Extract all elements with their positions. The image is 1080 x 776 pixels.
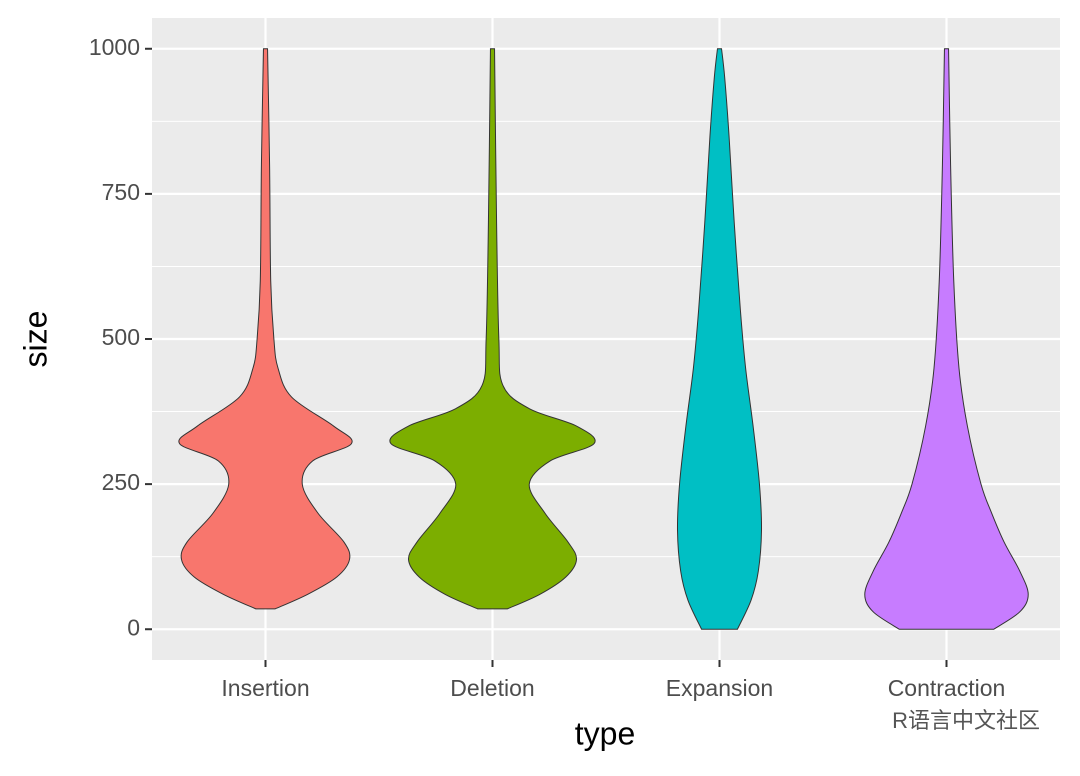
- y-tick-label: 1000: [89, 34, 140, 60]
- y-axis-title: size: [17, 311, 53, 368]
- violin: [178, 48, 353, 610]
- x-tick-label: Insertion: [221, 675, 309, 701]
- y-tick-label: 500: [102, 324, 140, 350]
- x-tick-label: Contraction: [888, 675, 1006, 701]
- violin: [864, 48, 1029, 630]
- violin: [389, 48, 596, 610]
- y-tick-label: 250: [102, 469, 140, 495]
- x-tick-label: Expansion: [666, 675, 773, 701]
- x-tick-label: Deletion: [450, 675, 534, 701]
- watermark: R语言中文社区: [892, 708, 1040, 733]
- y-tick-label: 750: [102, 179, 140, 205]
- x-axis-title: type: [575, 715, 635, 751]
- violin: [676, 48, 763, 630]
- y-tick-label: 0: [127, 614, 140, 640]
